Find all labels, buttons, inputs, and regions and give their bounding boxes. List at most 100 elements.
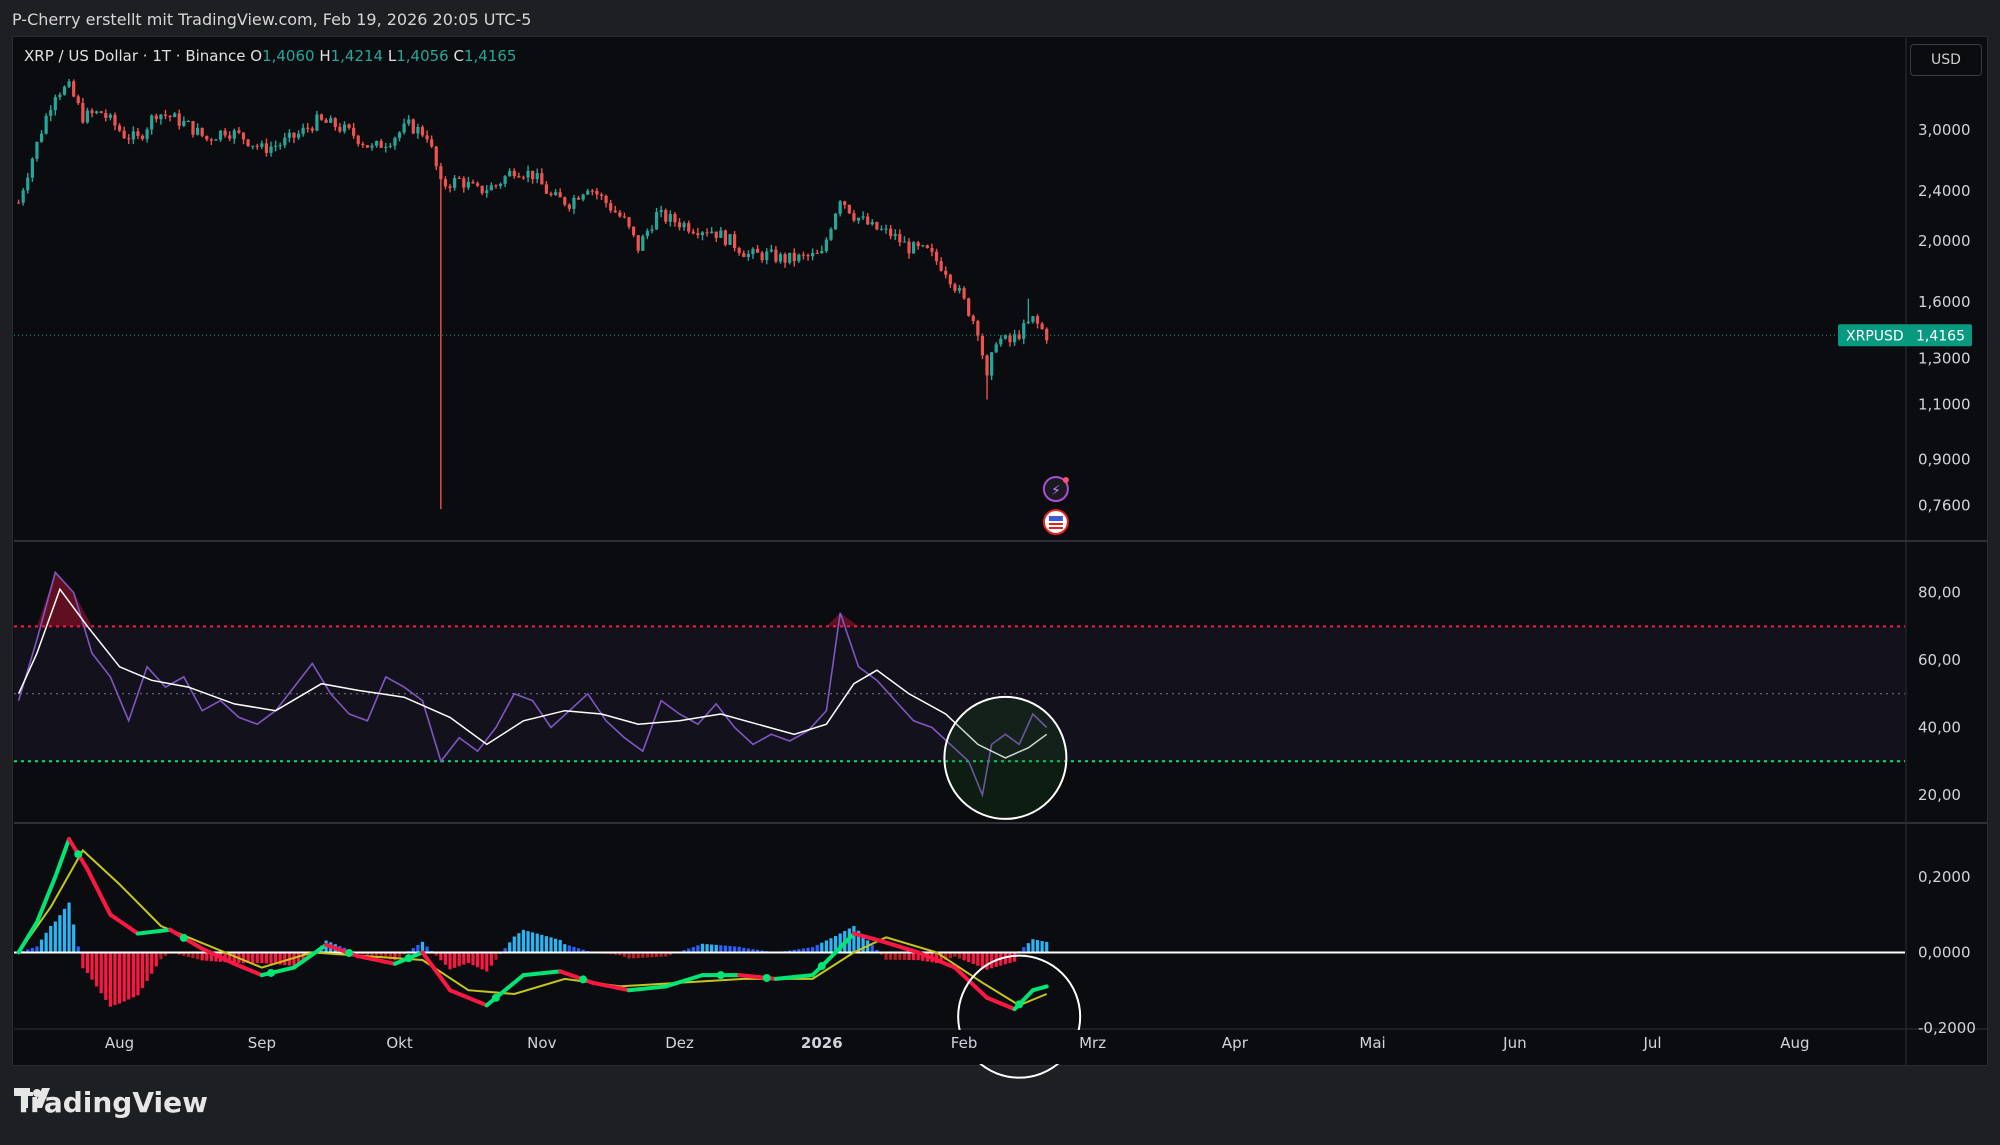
histogram-bar <box>517 933 521 953</box>
time-tick-label: Okt <box>386 1034 412 1052</box>
histogram-bar <box>792 949 796 953</box>
candle-body <box>498 183 503 186</box>
histogram-bar <box>990 952 994 969</box>
rsi-ma-line <box>17 587 1048 759</box>
histogram-bar <box>870 945 874 953</box>
candle-body <box>824 239 828 252</box>
candle-body <box>847 204 851 214</box>
histogram-bar <box>58 915 62 953</box>
candle-body <box>563 197 567 205</box>
candle-body <box>223 130 227 136</box>
candle-body <box>953 284 957 291</box>
candle-body <box>792 252 796 262</box>
candle-body <box>420 126 425 136</box>
histogram-bar <box>159 952 163 960</box>
candle-body <box>301 127 305 134</box>
candle-body <box>1017 334 1021 339</box>
candle-body <box>434 146 438 167</box>
histogram-bar <box>907 952 911 961</box>
macd-cross-dot <box>1015 1000 1024 1009</box>
histogram-bar <box>636 952 640 959</box>
candle-body <box>104 113 108 118</box>
candle-body <box>81 103 85 123</box>
candle-body <box>595 190 599 195</box>
histogram-bar <box>434 952 438 956</box>
histogram-bar <box>62 908 67 953</box>
candle-body <box>811 252 815 257</box>
candle-body <box>622 216 627 218</box>
histogram-bar <box>182 952 186 956</box>
candle-body <box>283 137 287 146</box>
macd-line-segment <box>1030 984 1049 993</box>
histogram-bar <box>49 926 53 953</box>
candle-body <box>44 115 48 134</box>
candle-body <box>875 222 879 230</box>
histogram-bar <box>136 952 140 996</box>
candle-body <box>108 114 112 118</box>
macd-cross-dot <box>491 993 500 1002</box>
histogram-bar <box>67 902 71 953</box>
histogram-bar <box>755 949 760 953</box>
histogram-bar <box>228 952 232 963</box>
histogram-bar <box>1003 952 1007 965</box>
histogram-bar <box>664 952 668 957</box>
histogram-bar <box>90 952 94 980</box>
histogram-bar <box>976 952 980 966</box>
candle-body <box>136 131 140 136</box>
legend-part: 1,4056 <box>396 47 453 65</box>
candle-body <box>627 217 631 227</box>
legend-part: H <box>319 47 330 65</box>
candle-body <box>338 127 342 132</box>
currency-button[interactable]: USD <box>1910 44 1982 76</box>
candle-body <box>53 97 57 111</box>
candle-body <box>843 201 847 205</box>
candle-body <box>274 145 278 147</box>
rsi-line <box>17 570 1048 798</box>
candle-body <box>90 110 94 114</box>
histogram-bar <box>971 952 975 964</box>
chart-frame[interactable] <box>12 36 1988 1066</box>
candle-body <box>508 170 512 177</box>
candle-body <box>668 214 672 222</box>
candle-body <box>361 143 365 146</box>
macd-line-segment <box>53 837 72 879</box>
histogram-bar <box>861 935 865 953</box>
histogram-bar <box>475 952 480 968</box>
candle-body <box>755 248 760 253</box>
histogram-bar <box>35 946 39 953</box>
histogram-bar <box>521 929 526 953</box>
candle-body <box>466 181 470 188</box>
candle-body <box>765 251 769 261</box>
candle-body <box>365 145 370 148</box>
histogram-bar <box>44 932 48 953</box>
macd-line-segment <box>879 939 921 955</box>
candle-body <box>260 143 264 147</box>
macd-line-segment <box>521 969 563 978</box>
candle-body <box>393 137 397 146</box>
candle-body <box>723 230 728 245</box>
histogram-bar <box>884 952 888 960</box>
histogram-bar <box>85 952 90 973</box>
macd-cross-dot <box>74 850 83 859</box>
histogram-bar <box>659 952 663 957</box>
candle-body <box>714 231 718 238</box>
histogram-bar <box>581 949 585 953</box>
price-tick-label: 2,4000 <box>1918 182 1971 200</box>
candle-body <box>879 228 884 230</box>
histogram-bar <box>457 952 461 967</box>
price-tick-label: 1,3000 <box>1918 350 1971 368</box>
candle-body <box>296 133 301 138</box>
candle-body <box>21 190 25 203</box>
time-tick-label: Feb <box>951 1034 978 1052</box>
lightning-glyph: ⚡ <box>1051 483 1061 499</box>
candle-body <box>384 146 388 148</box>
histogram-bar <box>154 952 158 967</box>
candle-body <box>902 241 907 243</box>
histogram-bar <box>260 952 264 964</box>
candle-body <box>347 124 351 128</box>
chart-canvas[interactable]: XRP / US Dollar · 1T · Binance O1,4060 H… <box>0 0 2000 1080</box>
candle-body <box>806 255 810 257</box>
histogram-bar <box>393 952 397 961</box>
candle-body <box>540 173 544 185</box>
macd-line-segment <box>851 931 884 944</box>
